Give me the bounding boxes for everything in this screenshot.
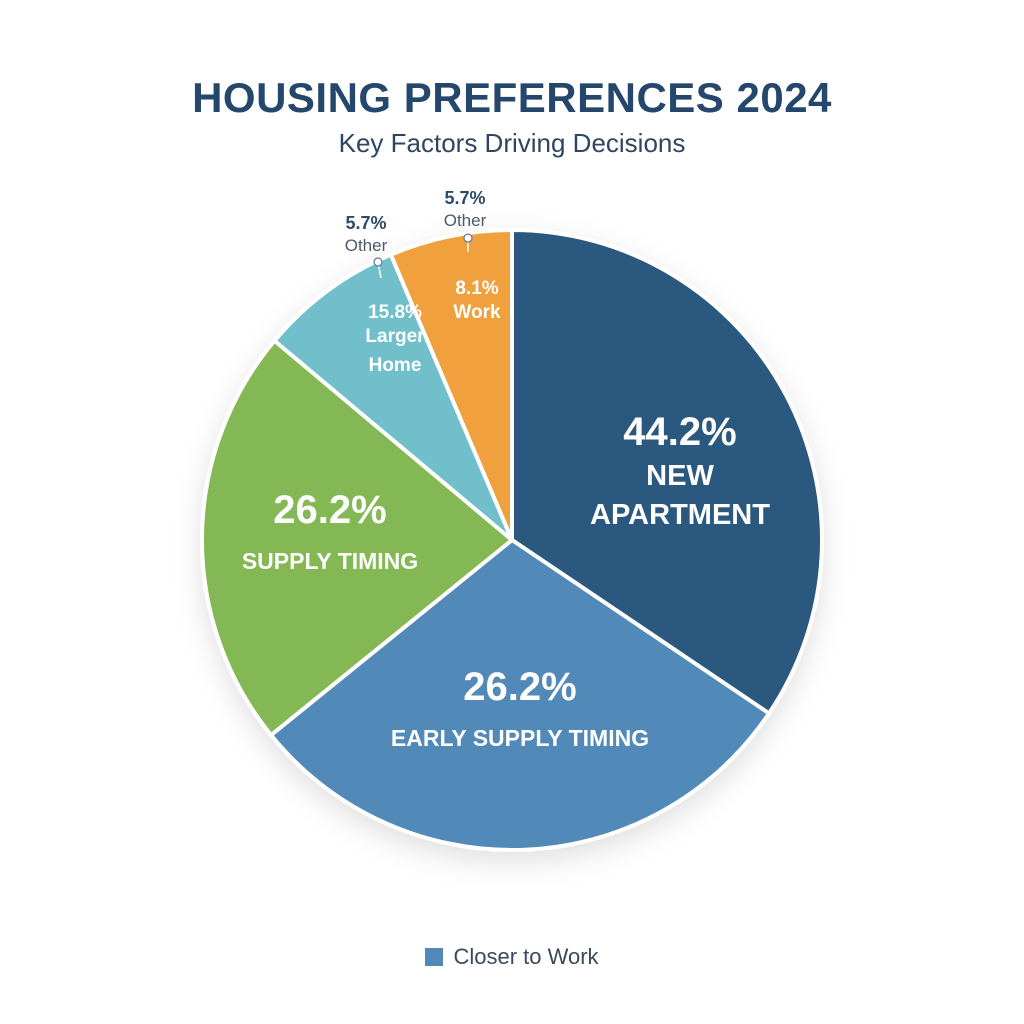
slice-label-larger-home: 15.8% Larger Home [365,302,425,376]
callout-dot [373,257,383,267]
callout-value: 5.7% [444,188,485,208]
chart-title: HOUSING PREFERENCES 2024 [192,74,832,121]
slice-category-larger-home: Larger [365,326,425,347]
pie-slice-larger-home[interactable] [272,252,514,542]
callout-label: Other [345,236,388,255]
slice-category-work: Work [453,302,501,323]
slice-value-supply-timing: 26.2% [273,488,386,532]
pie-slice-new-apartment[interactable] [510,228,824,716]
callout-other-top: 5.7% Other [444,188,487,252]
slice-label-work: 8.1% Work [453,278,501,323]
slice-category-new-apartment: APARTMENT [590,499,770,531]
legend-label: Closer to Work [453,944,599,969]
slice-value-larger-home: 15.8% [368,302,422,323]
slice-category-early-supply-timing: EARLY SUPPLY TIMING [391,725,649,751]
slice-value-early-supply-timing: 26.2% [463,665,576,709]
slice-category-supply-timing: SUPPLY TIMING [242,548,418,574]
pie-slice-work[interactable] [388,228,514,542]
chart-subtitle: Key Factors Driving Decisions [338,128,686,158]
slice-label-supply-timing: 26.2% SUPPLY TIMING [242,488,418,574]
slice-label-early-supply-timing: 26.2% EARLY SUPPLY TIMING [391,665,649,751]
slice-label-new-apartment: 44.2% NEW APARTMENT [590,410,770,531]
legend: Closer to Work [0,944,1024,970]
pie-slice-supply-timing[interactable] [200,338,514,738]
slice-value-work: 8.1% [455,278,498,299]
slice-category-new-apartment: NEW [646,460,714,492]
pie-slice-early-supply-timing[interactable] [269,538,772,852]
callout-other-left: 5.7% Other [345,213,388,279]
callout-dot [463,233,473,243]
slice-value-new-apartment: 44.2% [623,410,736,454]
callout-value: 5.7% [345,213,386,233]
slice-category-larger-home: Home [369,355,422,376]
legend-swatch [425,948,444,966]
callout-label: Other [444,211,487,230]
